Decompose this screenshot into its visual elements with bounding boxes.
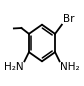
Text: Br: Br xyxy=(63,14,74,24)
Text: NH₂: NH₂ xyxy=(60,62,80,72)
Text: H₂N: H₂N xyxy=(4,62,24,72)
